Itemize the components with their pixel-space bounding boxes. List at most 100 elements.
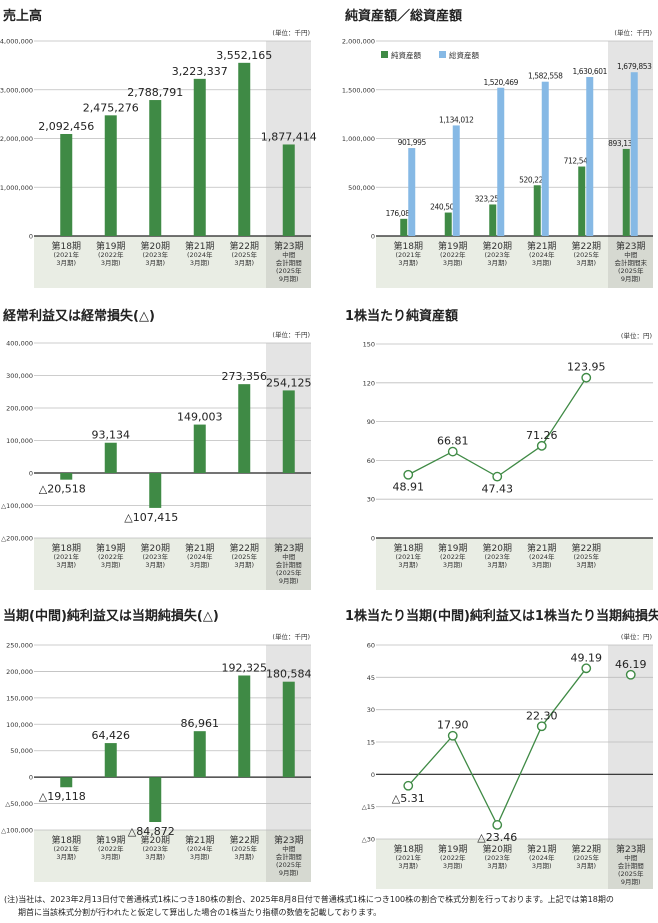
data-label: 22.30	[526, 709, 558, 722]
x-category-label: 第22期	[572, 240, 601, 252]
chart-title: 経常利益又は経常損失(△)	[3, 308, 155, 324]
x-category-label: 3月期)	[443, 561, 463, 569]
data-label: △84,872	[128, 825, 175, 838]
x-category-label: (2022年	[98, 552, 124, 561]
data-label: 2,475,276	[83, 101, 139, 114]
x-category-label: (2025年	[573, 853, 599, 862]
y-tick-label: △100,000	[1, 502, 33, 510]
category-band	[376, 236, 653, 288]
bar	[104, 743, 117, 778]
data-point	[447, 446, 458, 457]
x-category-label: (2025年	[573, 250, 599, 259]
y-tick-label: 400,000	[6, 340, 33, 348]
x-category-label: 第19期	[96, 834, 125, 846]
x-category-label: 3月期)	[101, 853, 121, 861]
bar	[60, 133, 73, 236]
y-tick-label: △30	[362, 836, 375, 844]
x-category-label: 9月期)	[279, 275, 299, 283]
interim-category-band	[266, 236, 311, 288]
x-category-label: (2024年	[529, 250, 555, 259]
x-category-label: 第20期	[141, 834, 170, 846]
data-label: 86,961	[181, 717, 220, 730]
bar	[238, 62, 251, 236]
x-category-label: 会計期間	[276, 852, 302, 861]
data-label: 192,325	[222, 661, 268, 674]
y-tick-label: 60	[367, 642, 375, 650]
x-category-label: 第19期	[438, 240, 467, 252]
data-label: 1,134,012	[439, 115, 474, 124]
data-label: △20,518	[39, 483, 86, 496]
y-tick-label: 120	[363, 379, 375, 387]
bar	[282, 390, 295, 473]
x-category-label: 第23期	[616, 240, 645, 252]
bar	[444, 212, 452, 236]
legend-swatch	[381, 51, 388, 58]
bar	[282, 144, 295, 236]
data-label: 123.95	[567, 361, 606, 374]
x-category-label: 3月期)	[532, 862, 552, 870]
data-label: △19,118	[39, 790, 86, 803]
bar	[578, 166, 586, 236]
x-category-label: 中間	[624, 250, 637, 259]
x-category-label: (2025年	[231, 552, 257, 561]
x-category-label: 第23期	[274, 834, 303, 846]
data-label: 66.81	[437, 435, 469, 448]
unit-label: (単位：千円)	[614, 28, 652, 37]
chart-panel-2: 純資産額／総資産額 0 500,000 1,000,000 1,500,000 2,000…	[342, 8, 653, 288]
x-category-label: (2025年	[276, 568, 302, 577]
x-category-label: (2025年	[573, 552, 599, 561]
category-band	[34, 830, 311, 882]
bar	[630, 72, 638, 237]
bar	[60, 777, 73, 788]
x-category-label: (2021年	[53, 552, 79, 561]
data-point	[581, 663, 592, 674]
bar	[193, 78, 206, 236]
y-tick-label: 1,500,000	[342, 86, 375, 94]
bar	[489, 204, 497, 236]
x-category-label: 9月期)	[279, 869, 299, 877]
y-tick-label: 100,000	[6, 437, 33, 445]
x-category-label: (2021年	[395, 552, 421, 561]
x-category-label: (2022年	[440, 250, 466, 259]
x-category-label: 3月期)	[56, 853, 76, 861]
x-category-label: (2025年	[276, 266, 302, 275]
y-tick-label: 250,000	[6, 642, 33, 650]
bar	[452, 125, 460, 236]
interim-category-band	[266, 538, 311, 590]
x-category-label: (2022年	[98, 844, 124, 853]
x-category-label: 第21期	[185, 542, 214, 554]
x-category-label: 第20期	[141, 542, 170, 554]
x-category-label: 第23期	[274, 542, 303, 554]
bar	[497, 87, 505, 236]
x-category-label: 第19期	[438, 542, 467, 554]
data-label: 47.43	[482, 483, 514, 496]
y-tick-label: 100,000	[6, 721, 33, 729]
y-tick-label: 200,000	[6, 668, 33, 676]
x-category-label: (2021年	[395, 853, 421, 862]
x-category-label: (2024年	[529, 552, 555, 561]
data-label: 180,584	[266, 668, 312, 681]
x-category-label: (2022年	[440, 552, 466, 561]
y-tick-label: 0	[29, 774, 33, 782]
chart-title: 純資産額／総資産額	[345, 8, 462, 24]
category-band	[376, 538, 653, 590]
x-category-label: 会計期間	[276, 258, 302, 267]
x-category-label: 3月期)	[487, 259, 507, 267]
x-category-label: 第20期	[483, 542, 512, 554]
x-category-label: (2023年	[484, 853, 510, 862]
y-tick-label: △200,000	[1, 535, 33, 543]
x-category-label: 第18期	[52, 834, 81, 846]
data-point	[403, 780, 414, 791]
x-category-label: 第18期	[394, 542, 423, 554]
x-category-label: 3月期)	[145, 561, 165, 569]
x-category-label: 第22期	[230, 542, 259, 554]
bar	[149, 473, 162, 508]
x-category-label: 3月期)	[101, 259, 121, 267]
x-category-label: 3月期)	[145, 853, 165, 861]
footnote-line-1: (注)当社は、2023年2月13日付で普通株式1株につき180株の割合、2025…	[4, 894, 614, 904]
unit-label: (単位：千円)	[272, 28, 310, 37]
unit-label: (単位：千円)	[272, 330, 310, 339]
x-category-label: 第23期	[274, 240, 303, 252]
x-category-label: 会計期間末	[615, 258, 648, 267]
x-category-label: 3月期)	[398, 561, 418, 569]
